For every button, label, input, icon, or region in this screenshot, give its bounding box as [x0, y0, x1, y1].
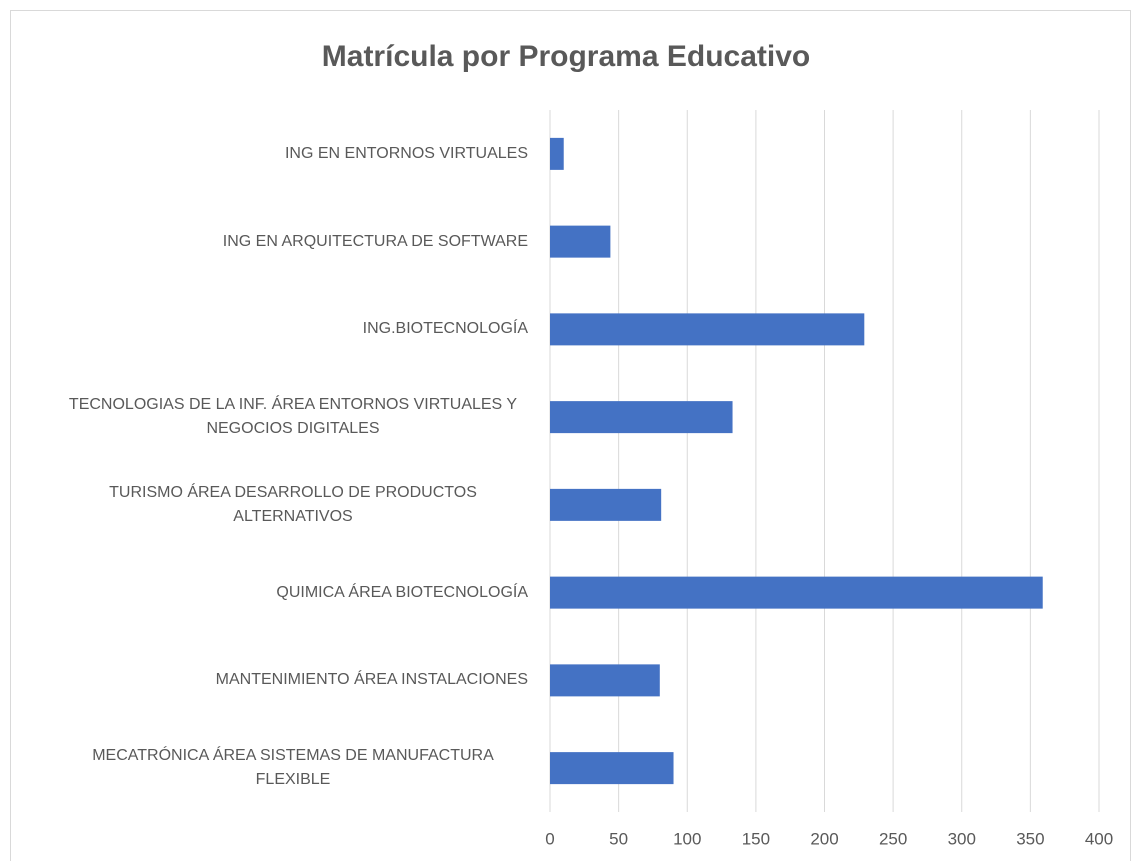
x-tick-label: 50: [609, 829, 628, 848]
bar: [550, 401, 733, 434]
y-tick-label: MANTENIMIENTO ÁREA INSTALACIONES: [215, 671, 528, 689]
chart-border: [10, 10, 1131, 861]
bar: [550, 488, 662, 521]
x-tick-label: 400: [1085, 829, 1113, 848]
y-tick-label: QUIMICA ÁREA BIOTECNOLOGÍA: [276, 583, 528, 601]
x-tick-label: 300: [948, 829, 976, 848]
y-tick-label: MECATRÓNICA ÁREA SISTEMAS DE MANUFACTURA…: [92, 747, 494, 789]
x-tick-label: 200: [810, 829, 838, 848]
chart-title: Matrícula por Programa Educativo: [322, 40, 810, 73]
y-tick-label: ING.BIOTECNOLOGÍA: [362, 320, 528, 338]
x-tick-label: 150: [742, 829, 770, 848]
bar: [550, 313, 865, 346]
x-tick-label: 250: [879, 829, 907, 848]
x-tick-label: 100: [673, 829, 701, 848]
y-tick-label: ING EN ARQUITECTURA DE SOFTWARE: [222, 232, 528, 250]
bar: [550, 752, 674, 785]
bar: [550, 225, 611, 258]
bar: [550, 576, 1043, 609]
x-tick-label: 350: [1016, 829, 1044, 848]
y-tick-label: TECNOLOGIAS DE LA INF. ÁREA ENTORNOS VIR…: [68, 396, 518, 438]
bar: [550, 664, 660, 697]
y-tick-label: ING EN ENTORNOS VIRTUALES: [284, 144, 528, 162]
bar: [550, 137, 564, 170]
x-tick-label: 0: [545, 829, 554, 848]
y-tick-label: TURISMO ÁREA DESARROLLO DE PRODUCTOS ALT…: [109, 483, 477, 525]
